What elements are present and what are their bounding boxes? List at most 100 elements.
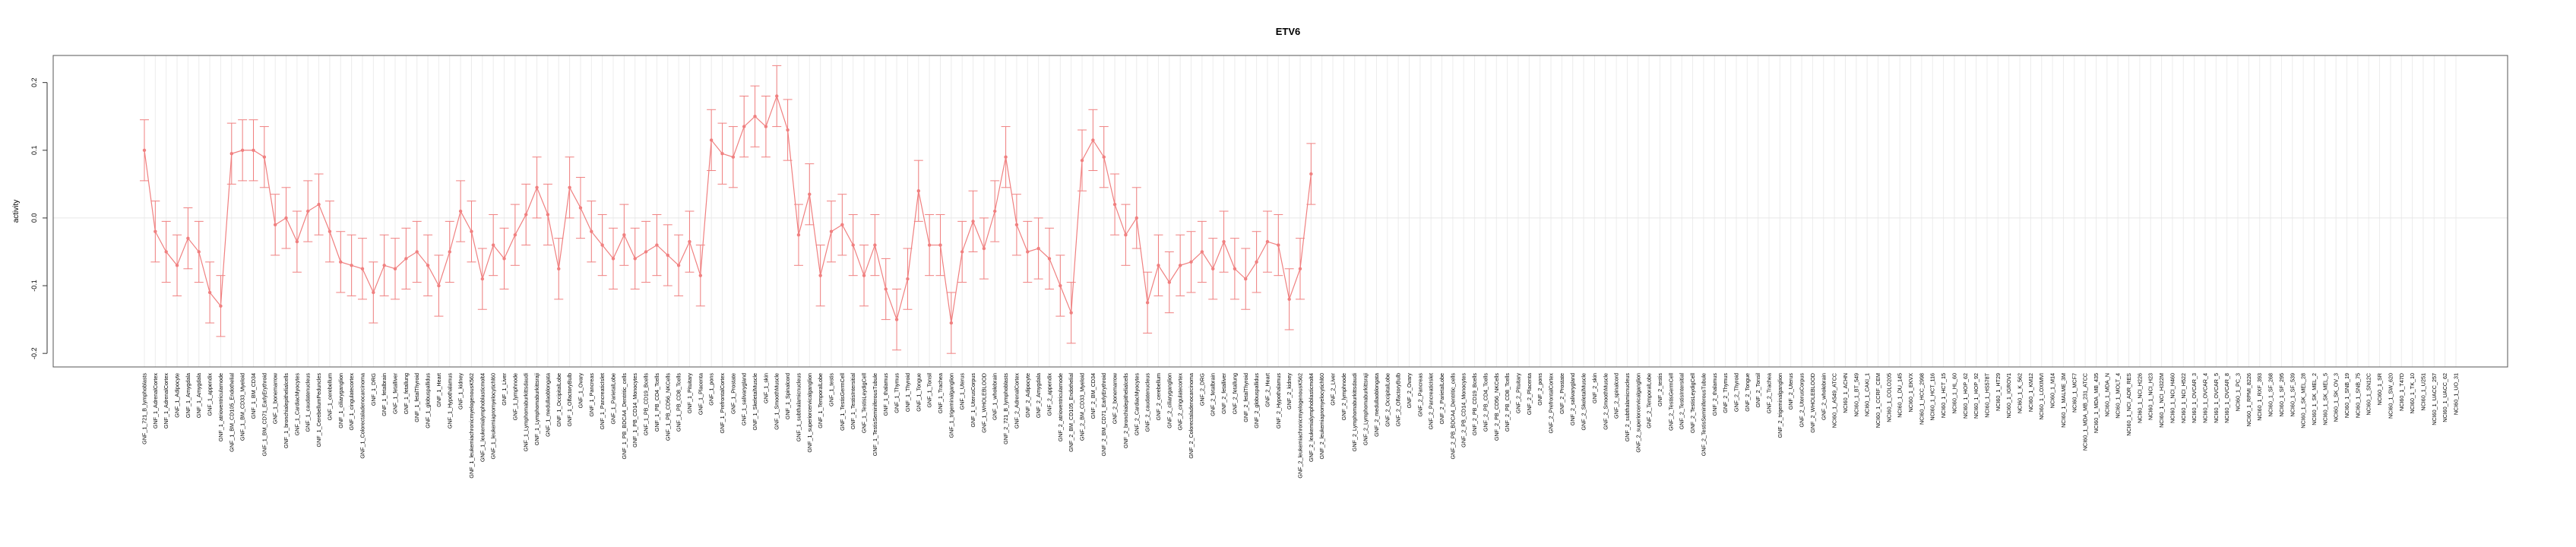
x-tick-label: GNF_2_bonemarrow [1112, 372, 1119, 424]
x-tick-label: NCI60_1_ACHN [1842, 373, 1849, 413]
x-tick-label: GNF_1_Heart [435, 373, 442, 407]
data-point [1309, 172, 1313, 176]
x-tick-label: GNF_2_PB_CD56_NKCells [1493, 373, 1500, 441]
x-tick-label: GNF_1_trigeminalganglion [948, 373, 954, 438]
x-tick-label: NCI60_1_SK_OV_3 [2333, 373, 2340, 422]
data-point [808, 192, 812, 196]
data-point [229, 152, 233, 156]
x-tick-label: GNF_1_WHOLEBLOOD [980, 373, 987, 433]
x-tick-label: GNF_2_Trachea [1766, 373, 1773, 413]
x-tick-label: NCI60_1_NCI_ADR_RES [2125, 373, 2132, 436]
data-point [1167, 280, 1172, 284]
data-point [568, 185, 571, 190]
x-tick-label: GNF_2_salivarygland [1569, 373, 1576, 425]
x-tick-label: GNF_2_Lymphomaburkittsdaudi [1351, 373, 1358, 452]
x-tick-label: NCI60_1_MDA_MB_435 [2093, 373, 2100, 433]
data-point [317, 202, 321, 207]
x-tick-label: GNF_2_fetalbrain [1210, 373, 1217, 416]
x-tick-label: GNF_1_TestisIntersitial [850, 373, 856, 430]
data-point [252, 148, 255, 152]
x-tick-label: GNF_2_PB_CD19_Bcells [1471, 373, 1478, 436]
x-tick-label: GNF_2_Pancreas [1416, 373, 1423, 417]
x-tick-label: NCI60_1_NCI_H522 [2180, 373, 2187, 423]
x-tick-label: GNF_2_leukemialymphoblasticmolt4 [1308, 373, 1315, 462]
x-tick-label: NCI60_1_T47D [2398, 373, 2405, 411]
data-point [1059, 283, 1062, 288]
x-tick-label: GNF_1_Spinalcord [784, 373, 791, 419]
x-tick-label: GNF_2_TemporalLobe [1646, 373, 1653, 428]
x-tick-label: GNF_1_pons [708, 373, 715, 406]
x-tick-label: GNF_1_Liver [501, 372, 508, 405]
data-point [470, 229, 473, 233]
x-tick-label: NCI60_1_U251 [2419, 373, 2426, 411]
data-point [448, 250, 451, 254]
x-tick-label: GNF_1_leukemiachronicmyelogenousK562 [468, 373, 475, 479]
x-tick-label: GNF_2_medullaoblongata [1373, 373, 1380, 437]
x-tick-label: GNF_2_PB_BDCA4_Dentritic_cells [1449, 373, 1456, 460]
x-tick-label: NCI60_1_SK_MEL_2 [2311, 373, 2318, 425]
x-tick-label: GNF_2_globuspallidus [1253, 373, 1260, 428]
data-point [590, 229, 593, 233]
x-tick-label: NCI60_1_SF_268 [2267, 373, 2274, 417]
data-point [393, 267, 397, 270]
x-tick-label: GNF_2_PB_CD8_Tcells [1504, 373, 1511, 432]
x-tick-label: GNF_1_testis [828, 373, 834, 406]
x-tick-label: GNF_1_DRG [370, 373, 377, 406]
x-tick-label: NCI60_1_UACC_257 [2431, 373, 2438, 425]
x-tick-label: NCI60_1_M14 [2049, 373, 2056, 408]
x-tick-label: GNF_1_CerebellumPeduncles [315, 373, 322, 447]
x-tick-label: GNF_1_Lymphomaburkittsraji [533, 373, 540, 446]
x-tick-label: GNF_1_BM_CD33_Myeloid [239, 373, 246, 441]
x-tick-label: GNF_2_WHOLEBLOOD [1809, 373, 1816, 433]
x-tick-label: NCI60_1_SN12C [2366, 373, 2372, 416]
x-tick-label: GNF_1_superiorcervicalganglion [806, 373, 813, 453]
x-tick-label: GNF_2_Hypothalamus [1275, 373, 1282, 429]
x-tick-label: NCI60_1_SR [2376, 373, 2383, 405]
x-tick-label: GNF_2_ParietalLobe [1438, 373, 1445, 425]
x-tick-label: NCI60_1_TK_10 [2409, 373, 2416, 414]
x-tick-label: GNF_1_PancreaticIslet [599, 373, 606, 429]
x-tick-label: GNF_1_Amygdala [195, 373, 202, 418]
data-point [426, 264, 430, 267]
x-tick-label: GNF_2_721_B_lymphoblasts [1002, 373, 1009, 444]
x-tick-label: GNF_2_testis [1657, 373, 1663, 406]
activity-line [144, 94, 1312, 324]
data-point [644, 250, 648, 254]
data-point [328, 229, 332, 233]
x-tick-label: GNF_1_fetallung [403, 373, 410, 414]
x-tick-label: NCI60_1_SK_MEL_5 [2321, 373, 2328, 425]
y-tick-label: 0.0 [30, 213, 38, 223]
data-point [676, 264, 681, 267]
x-tick-label: GNF_1_PB_CD4_Tcells [653, 373, 660, 432]
x-tick-label: NCI60_1_DU_145 [1897, 373, 1904, 418]
x-tick-label: GNF_1_leukemialymphoblasticmolt4 [479, 373, 486, 462]
x-tick-label: GNF_2_Heart [1264, 373, 1271, 407]
data-point [491, 243, 495, 247]
x-tick-label: GNF_2_UterusCorpus [1799, 373, 1805, 428]
x-tick-label: NCI60_1_MDA_N [2103, 373, 2110, 417]
x-tick-label: NCI60_1_RXF_393 [2256, 373, 2263, 421]
x-tick-label: GNF_1_Colorectaladenocarcinoma [359, 373, 366, 459]
x-tick-label: NCI60_1_MALME_3M [2060, 373, 2067, 428]
data-point [851, 243, 855, 247]
data-point [404, 257, 408, 261]
data-point [884, 287, 888, 291]
x-tick-label: GNF_2_lymphnode [1340, 373, 1347, 420]
data-point [1014, 223, 1019, 227]
x-tick-label: NCI60_1_IGROV1 [2005, 373, 2012, 419]
data-point [502, 257, 506, 261]
data-point [415, 250, 419, 254]
x-axis-labels: GNF_1_721_B_lymphoblasts GNF_1_AdrenalCor… [141, 372, 2460, 478]
x-tick-label: GNF_2_caudatenucleus [1144, 373, 1151, 432]
data-point [240, 148, 245, 152]
x-tick-label: NCI60_1_COLO205 [1885, 373, 1892, 422]
x-tick-label: GNF_1_Pituitary [686, 373, 693, 414]
x-tick-label: GNF_2_Prostate [1559, 373, 1565, 414]
x-tick-label: GNF_2_Tonsil [1755, 373, 1761, 408]
data-point [219, 304, 223, 308]
x-tick-label: NCI60_1_SF_295 [2278, 373, 2285, 417]
x-tick-label: GNF_1_ciliaryganglion [337, 373, 344, 428]
x-tick-label: NCI60_1_KM12 [2027, 373, 2034, 412]
x-tick-label: NCI60_1_EKVX [1907, 373, 1914, 413]
error-bars [140, 65, 1316, 354]
